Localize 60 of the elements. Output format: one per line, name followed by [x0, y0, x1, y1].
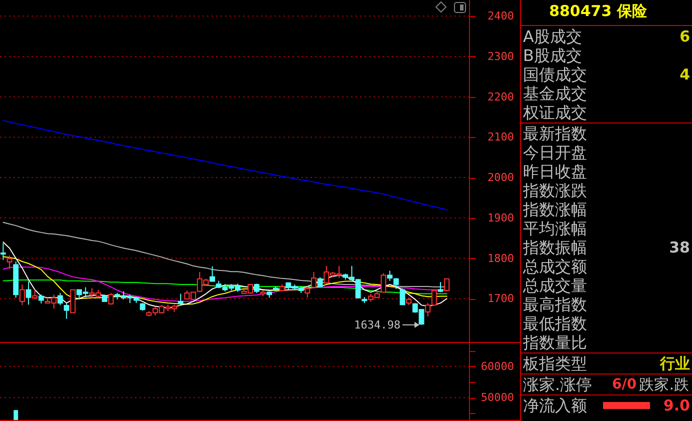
category-label: 国债成交 [523, 65, 587, 84]
category-label: 最低指数 [523, 314, 587, 333]
candlestick [64, 302, 70, 320]
category-label: 指数涨跌 [522, 181, 587, 200]
annotation: 1634.98 [354, 318, 400, 332]
text: 6 [680, 28, 690, 46]
candlestick [254, 283, 260, 294]
text: 9.0 [663, 396, 690, 414]
y-tick-label: 60000 [480, 360, 514, 373]
candlestick [304, 286, 310, 298]
candlestick [19, 284, 25, 306]
candlestick [393, 278, 399, 290]
y-tick-label: 2200 [488, 90, 514, 104]
y-tick-label: 2300 [488, 50, 514, 63]
category-label: 最新指数 [523, 124, 587, 143]
text: 行业 [660, 354, 690, 372]
category-label: 最高指数 [523, 295, 587, 314]
candlestick [0, 242, 6, 260]
candlestick [400, 288, 406, 306]
text: 4 [680, 66, 690, 84]
candlestick [311, 271, 316, 289]
text: 6/0 [612, 376, 637, 392]
category-label: 涨家.涨停 [523, 375, 592, 394]
y-tick-label: 2100 [488, 130, 514, 144]
candlestick [32, 289, 38, 300]
y-tick-label: 50000 [480, 391, 514, 404]
category-label: 平均涨幅 [523, 219, 587, 238]
line-series [2, 120, 448, 210]
category-label: 指数振幅 [522, 238, 587, 257]
y-tick-label: 1800 [488, 252, 514, 265]
y-tick-label: 2400 [488, 10, 514, 23]
line-series [2, 256, 448, 305]
category-label: 指数涨幅 [522, 200, 587, 219]
candlestick [210, 266, 216, 282]
text: 880473 保险 [549, 2, 648, 20]
y-tick-label: 1900 [488, 211, 514, 224]
candlestick [70, 289, 76, 314]
candlestick [26, 280, 32, 306]
category-label: 净流入额 [523, 396, 587, 415]
category-label: 指数量比 [522, 333, 587, 352]
candlestick [387, 270, 393, 282]
category-label: 权证成交 [522, 103, 587, 122]
text: 38 [669, 238, 690, 256]
category-label: 今日开盘 [523, 143, 587, 162]
candlestick [57, 292, 63, 306]
candlestick [444, 278, 450, 292]
y-tick-label: 2000 [488, 171, 514, 184]
category-label: 总成交额 [522, 257, 587, 276]
candlestick [380, 272, 386, 293]
category-label: 基金成交 [523, 84, 587, 103]
category-label: 总成交量 [522, 276, 587, 295]
category-label: A股成交 [523, 27, 582, 46]
candlestick [178, 293, 184, 306]
candlestick [6, 254, 12, 270]
category-label: B股成交 [523, 46, 582, 65]
candlestick [317, 276, 323, 288]
category-label: 跌家.跌 [639, 376, 689, 394]
category-label: 板指类型 [522, 354, 587, 373]
y-tick-label: 1700 [488, 292, 514, 306]
category-label: 昨日收盘 [523, 162, 587, 181]
